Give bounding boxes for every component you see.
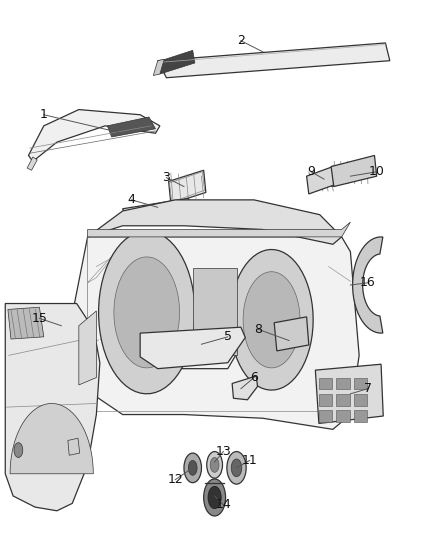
Polygon shape: [88, 200, 342, 244]
Text: 9: 9: [307, 165, 315, 178]
Polygon shape: [114, 257, 180, 368]
Polygon shape: [336, 394, 350, 406]
Text: 1: 1: [40, 108, 48, 121]
Polygon shape: [107, 117, 155, 137]
Text: 14: 14: [215, 498, 231, 511]
Polygon shape: [159, 50, 195, 74]
Text: 3: 3: [162, 171, 170, 184]
Polygon shape: [336, 410, 350, 422]
Polygon shape: [331, 156, 377, 187]
Polygon shape: [88, 222, 350, 237]
Polygon shape: [68, 438, 80, 455]
Polygon shape: [230, 249, 313, 390]
Polygon shape: [307, 167, 334, 194]
Polygon shape: [243, 272, 300, 368]
Polygon shape: [10, 403, 93, 474]
Polygon shape: [5, 303, 100, 511]
Text: 12: 12: [167, 473, 183, 486]
Circle shape: [14, 443, 23, 457]
Polygon shape: [79, 311, 96, 385]
Text: 6: 6: [250, 371, 258, 384]
Circle shape: [184, 453, 201, 483]
Circle shape: [207, 451, 223, 478]
Polygon shape: [169, 170, 206, 204]
Polygon shape: [319, 377, 332, 390]
Polygon shape: [336, 377, 350, 390]
Text: 16: 16: [360, 276, 376, 289]
Polygon shape: [315, 364, 383, 423]
Polygon shape: [353, 237, 383, 333]
Text: 10: 10: [369, 165, 385, 178]
Polygon shape: [153, 59, 164, 76]
Circle shape: [204, 479, 226, 516]
Circle shape: [188, 461, 197, 475]
Text: 5: 5: [224, 330, 232, 343]
Polygon shape: [193, 268, 237, 356]
Polygon shape: [99, 231, 195, 394]
Polygon shape: [354, 410, 367, 422]
Polygon shape: [319, 394, 332, 406]
Polygon shape: [354, 377, 367, 390]
Polygon shape: [28, 110, 160, 161]
Polygon shape: [123, 198, 193, 219]
Polygon shape: [158, 43, 390, 78]
Polygon shape: [319, 410, 332, 422]
Circle shape: [210, 457, 219, 472]
Text: 7: 7: [364, 382, 372, 395]
Circle shape: [231, 459, 242, 477]
Text: 2: 2: [237, 34, 245, 47]
Polygon shape: [70, 237, 359, 430]
Text: 8: 8: [254, 323, 262, 336]
Text: 15: 15: [32, 312, 47, 325]
Polygon shape: [232, 376, 258, 400]
Text: 11: 11: [242, 454, 258, 467]
Polygon shape: [331, 166, 334, 187]
Polygon shape: [27, 157, 37, 170]
Circle shape: [227, 451, 246, 484]
Polygon shape: [274, 317, 309, 351]
Polygon shape: [8, 307, 44, 339]
Text: 4: 4: [127, 193, 135, 206]
Text: 13: 13: [215, 445, 231, 458]
Circle shape: [208, 486, 221, 508]
Polygon shape: [140, 327, 245, 369]
Polygon shape: [354, 394, 367, 406]
